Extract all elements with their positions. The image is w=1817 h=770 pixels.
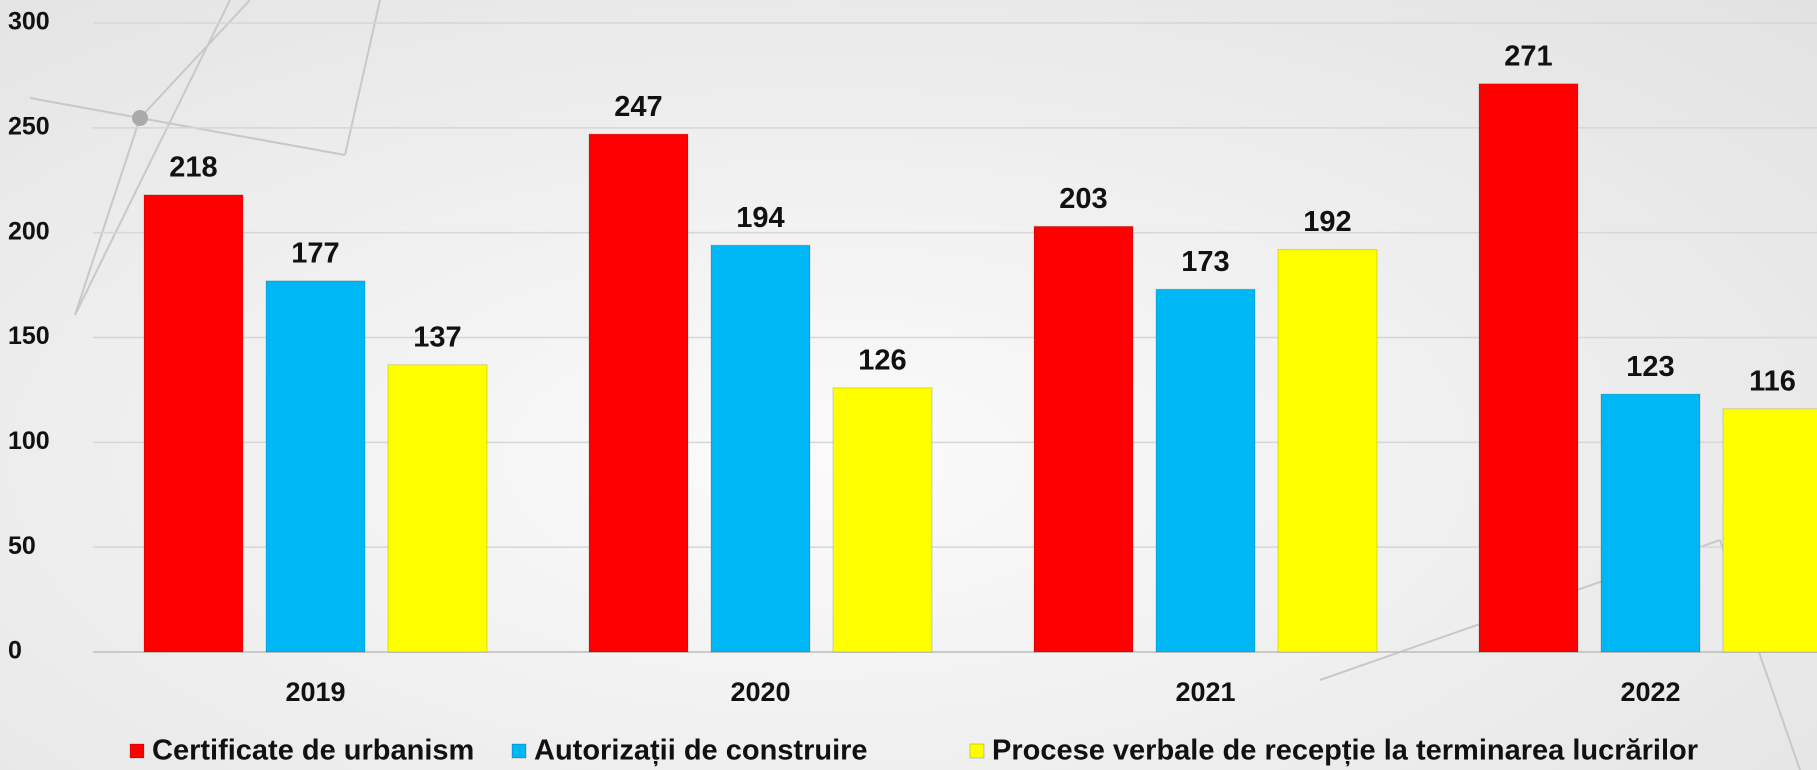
legend-swatch (969, 743, 985, 759)
y-tick-label: 100 (8, 427, 50, 455)
y-tick-label: 150 (8, 322, 50, 350)
value-label: 271 (1504, 40, 1552, 72)
bar (143, 194, 244, 653)
legend-label: Certificate de urbanism (152, 735, 474, 767)
bar (710, 244, 811, 653)
value-label: 194 (736, 202, 784, 234)
bar (1277, 248, 1378, 653)
bar (1600, 393, 1701, 653)
bar (588, 133, 689, 653)
value-label: 177 (291, 238, 339, 270)
x-tick-label: 2019 (285, 677, 345, 707)
bar (387, 364, 488, 653)
value-label: 192 (1303, 206, 1351, 238)
x-tick-label: 2020 (730, 677, 790, 707)
value-label: 126 (858, 344, 906, 376)
value-label: 137 (413, 321, 461, 353)
y-tick-label: 50 (8, 532, 36, 560)
legend-label: Procese verbale de recepție la terminare… (992, 735, 1698, 767)
x-tick-label: 2022 (1620, 677, 1680, 707)
value-label: 218 (169, 152, 217, 184)
bar (265, 280, 366, 653)
bar (832, 387, 933, 653)
y-tick-label: 0 (8, 637, 22, 665)
legend-swatch (511, 743, 527, 759)
value-label: 247 (614, 91, 662, 123)
y-tick-label: 200 (8, 217, 50, 245)
bar (1722, 408, 1817, 653)
value-label: 116 (1749, 365, 1796, 397)
legend-label: Autorizații de construire (534, 735, 868, 767)
x-tick-label: 2021 (1175, 677, 1235, 707)
bar (1478, 83, 1579, 653)
bar (1033, 225, 1134, 653)
value-label: 173 (1181, 246, 1229, 278)
legend-swatch (129, 743, 145, 759)
value-label: 203 (1059, 183, 1107, 215)
y-tick-label: 300 (8, 8, 50, 36)
bar (1155, 288, 1256, 653)
value-label: 123 (1626, 351, 1674, 383)
y-tick-label: 250 (8, 112, 50, 140)
